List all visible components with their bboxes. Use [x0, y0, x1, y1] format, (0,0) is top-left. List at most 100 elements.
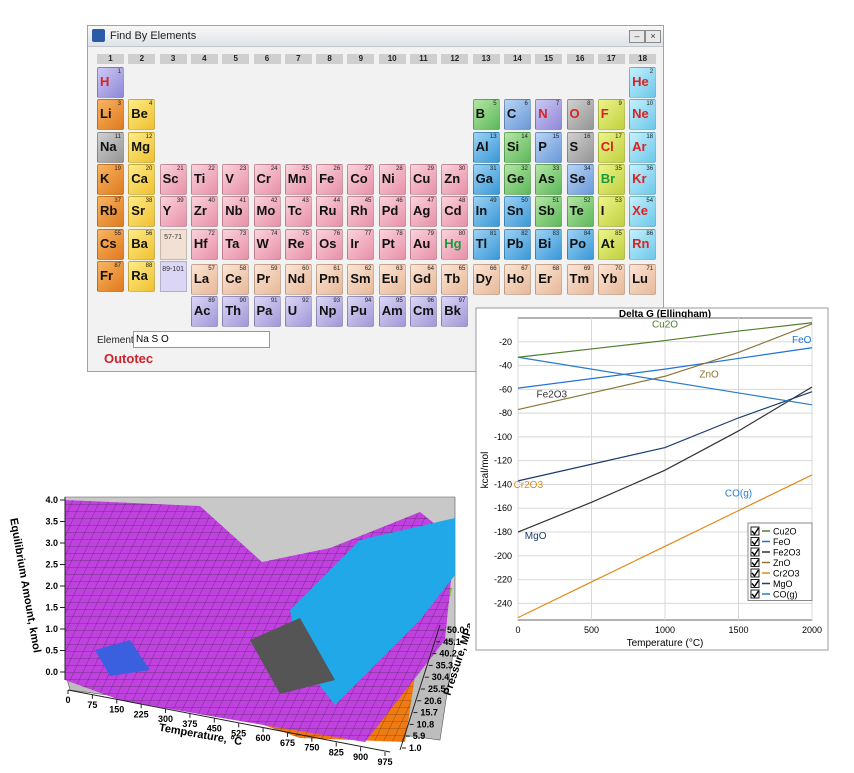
element-cell[interactable]: Ni 28 [378, 163, 406, 195]
element-cell[interactable]: Fr 87 [97, 260, 124, 292]
element-cell[interactable]: Mg 12 [128, 131, 156, 163]
element-cell[interactable]: P 15 [535, 131, 563, 163]
elements-input[interactable]: Na S O [133, 331, 270, 348]
element-cell[interactable]: Ar 18 [629, 131, 657, 163]
element-cell[interactable]: W 74 [253, 228, 281, 260]
element-cell[interactable]: Ca 20 [128, 163, 156, 195]
element-cell[interactable]: Se 34 [566, 163, 594, 195]
element-cell[interactable]: Pm 61 [316, 264, 344, 295]
element-cell[interactable]: Hf 72 [190, 228, 218, 260]
element-cell[interactable]: Cm 96 [410, 296, 437, 327]
element-cell[interactable]: Bk 97 [441, 296, 469, 327]
element-cell[interactable]: Re 75 [284, 228, 312, 260]
element-cell[interactable]: Pr 59 [253, 264, 281, 295]
element-cell[interactable]: Mn 25 [284, 163, 312, 195]
element-cell[interactable]: Zr 40 [190, 196, 218, 228]
element-cell[interactable]: Cd 48 [441, 196, 469, 228]
element-cell[interactable]: Tb 65 [441, 264, 469, 295]
actinide-placeholder[interactable]: 89-101 [159, 260, 187, 292]
element-cell[interactable]: Cl 17 [597, 131, 625, 163]
element-cell[interactable]: I 53 [597, 196, 625, 228]
element-cell[interactable]: Y 39 [159, 196, 187, 228]
element-cell[interactable]: Cs 55 [97, 228, 124, 260]
legend-checkbox[interactable] [750, 558, 760, 567]
element-cell[interactable]: Np 93 [316, 296, 344, 327]
legend-checkbox[interactable] [750, 568, 760, 578]
element-cell[interactable]: Be 4 [128, 99, 156, 131]
element-cell[interactable]: Dy 66 [472, 264, 500, 295]
element-cell[interactable]: Ra 88 [128, 260, 156, 292]
element-cell[interactable]: Pb 82 [503, 228, 531, 260]
element-cell[interactable]: U 92 [284, 296, 312, 327]
element-cell[interactable]: Th 90 [222, 296, 250, 327]
legend-checkbox[interactable] [750, 547, 760, 557]
element-cell[interactable]: He 2 [629, 67, 657, 98]
element-cell[interactable]: Li 3 [97, 99, 124, 131]
element-cell[interactable]: Te 52 [566, 196, 594, 228]
element-cell[interactable]: Tm 69 [566, 264, 594, 295]
element-cell[interactable]: Rb 37 [97, 196, 124, 228]
element-cell[interactable]: Si 14 [503, 131, 531, 163]
element-cell[interactable]: Os 76 [316, 228, 344, 260]
element-cell[interactable]: Tc 43 [284, 196, 312, 228]
element-cell[interactable]: In 49 [472, 196, 500, 228]
minimize-button[interactable]: – [629, 30, 645, 43]
close-button[interactable]: × [645, 30, 661, 43]
element-cell[interactable]: S 16 [566, 131, 594, 163]
legend-checkbox[interactable] [750, 589, 760, 599]
lanthanide-placeholder[interactable]: 57-71 [159, 228, 187, 260]
element-cell[interactable]: Sm 62 [347, 264, 375, 295]
element-cell[interactable]: Ce 58 [222, 264, 250, 295]
element-cell[interactable]: Hg 80 [441, 228, 469, 260]
element-cell[interactable]: Er 68 [535, 264, 563, 295]
element-cell[interactable]: Pt 78 [378, 228, 406, 260]
element-cell[interactable]: Sr 38 [128, 196, 156, 228]
element-cell[interactable]: Bi 83 [535, 228, 563, 260]
element-cell[interactable]: Au 79 [410, 228, 437, 260]
element-cell[interactable]: Pa 91 [253, 296, 281, 327]
element-cell[interactable]: Co 27 [347, 163, 375, 195]
element-cell[interactable]: As 33 [535, 163, 563, 195]
element-cell[interactable]: Xe 54 [629, 196, 657, 228]
element-cell[interactable]: K 19 [97, 163, 124, 195]
element-cell[interactable]: Pu 94 [347, 296, 375, 327]
element-cell[interactable]: Am 95 [378, 296, 406, 327]
legend-checkbox[interactable] [750, 537, 760, 546]
element-cell[interactable]: Ti 22 [190, 163, 218, 195]
legend-checkbox[interactable] [750, 526, 760, 536]
element-cell[interactable]: Po 84 [566, 228, 594, 260]
element-cell[interactable]: Ne 10 [629, 99, 657, 131]
element-cell[interactable]: Sb 51 [535, 196, 563, 228]
element-cell[interactable]: Na 11 [97, 131, 124, 163]
element-cell[interactable]: La 57 [190, 264, 218, 295]
element-cell[interactable]: Cu 29 [410, 163, 437, 195]
element-cell[interactable]: Ta 73 [222, 228, 250, 260]
element-cell[interactable]: Ba 56 [128, 228, 156, 260]
element-cell[interactable]: Ho 67 [503, 264, 531, 295]
element-cell[interactable]: Mo 42 [253, 196, 281, 228]
element-cell[interactable]: Nb 41 [222, 196, 250, 228]
element-cell[interactable]: Tl 81 [472, 228, 500, 260]
element-cell[interactable]: Lu 71 [629, 264, 657, 295]
element-cell[interactable]: At 85 [597, 228, 625, 260]
element-cell[interactable]: Ga 31 [472, 163, 500, 195]
element-cell[interactable]: Ru 44 [316, 196, 344, 228]
element-cell[interactable]: Ac 89 [190, 296, 218, 327]
element-cell[interactable]: Al 13 [472, 131, 500, 163]
element-cell[interactable]: Fe 26 [316, 163, 344, 195]
element-cell[interactable]: Yb 70 [597, 264, 625, 295]
element-cell[interactable]: Kr 36 [629, 163, 657, 195]
element-cell[interactable]: V 23 [222, 163, 250, 195]
element-cell[interactable]: Eu 63 [378, 264, 406, 295]
element-cell[interactable]: Gd 64 [410, 264, 437, 295]
element-cell[interactable]: Pd 46 [378, 196, 406, 228]
element-cell[interactable]: Ge 32 [503, 163, 531, 195]
element-cell[interactable]: Sc 21 [159, 163, 187, 195]
element-cell[interactable]: Rh 45 [347, 196, 375, 228]
element-cell[interactable]: Br 35 [597, 163, 625, 195]
